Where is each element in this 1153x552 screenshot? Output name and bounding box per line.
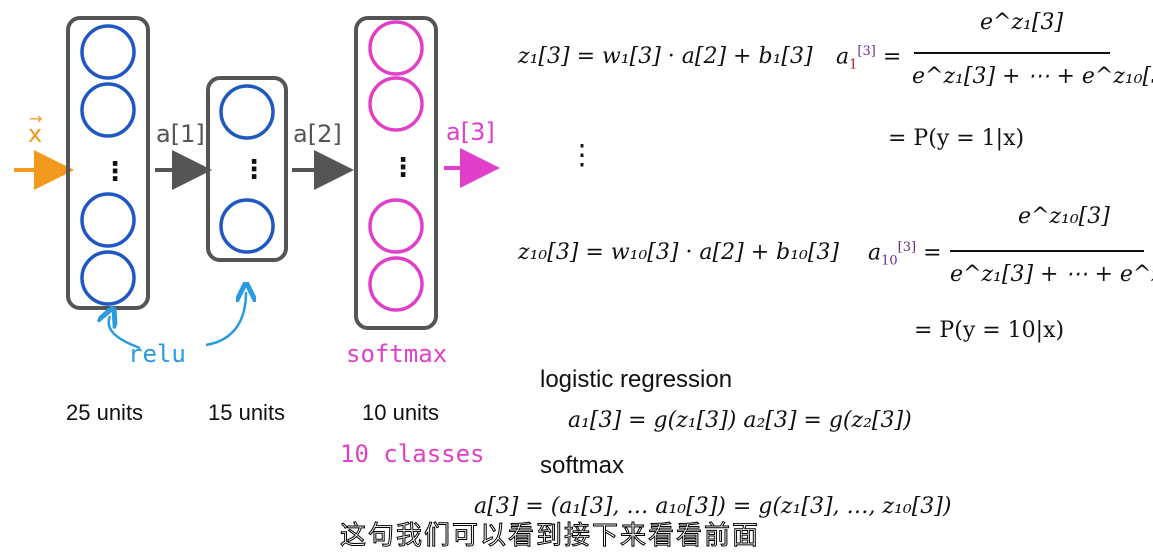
softmax-note: softmax (346, 340, 447, 368)
units-label-2: 15 units (208, 400, 285, 425)
relu-note: relu (128, 340, 186, 368)
fraction-bar-a10 (950, 250, 1144, 252)
softmax-equation: a[3] = (a₁[3], … a₁₀[3]) = g(z₁[3], …, z… (474, 494, 952, 519)
equation-a1-lhs: a1[3] = (836, 44, 902, 73)
softmax-title: softmax (540, 452, 625, 479)
relu-arrow-2 (205, 292, 246, 347)
svg-text:→: → (29, 109, 42, 128)
equation-a1-numerator: e^z₁[3] (980, 10, 1064, 35)
equation-a10-lhs: a10[3] = (868, 240, 942, 269)
layer1-neuron (80, 250, 136, 306)
layer3-neuron (368, 20, 424, 76)
layer2-dots: ⋮ (241, 155, 267, 185)
equation-p1: = P(y = 1|x) (888, 126, 1025, 151)
layer1-neuron (80, 24, 136, 80)
equation-a1-denominator: e^z₁[3] + ⋯ + e^z₁₀[3] (912, 64, 1153, 89)
layer1-neuron (80, 192, 136, 248)
layer1-dots: ⋮ (102, 157, 128, 187)
layer3-neuron (368, 198, 424, 254)
layer3-neuron (368, 76, 424, 132)
network-diagram: x → ⋮ a[1] ⋮ a[2] ⋮ a[3] relu softmax 25… (14, 16, 500, 468)
logistic-regression-title: logistic regression (540, 366, 733, 393)
logistic-equations: a₁[3] = g(z₁[3]) a₂[3] = g(z₂[3]) (568, 408, 912, 433)
classes-note: 10 classes (340, 440, 485, 468)
svg-text:x: x (28, 120, 42, 148)
arrow-label-a1: a[1] (156, 120, 205, 148)
units-label-3: 10 units (362, 400, 439, 425)
equation-a10-denominator: e^z₁[3] + ⋯ + e^z₁₀[3] (950, 262, 1153, 287)
layer3-neuron (368, 256, 424, 312)
relu-arrow-1 (109, 316, 141, 350)
layer2-neuron (219, 84, 275, 140)
output-label-a3: a[3] (446, 118, 495, 146)
units-label-1: 25 units (66, 400, 143, 425)
fraction-bar-a1 (914, 52, 1110, 54)
vertical-dots: ⋮ (568, 138, 596, 171)
layer1-neuron (80, 82, 136, 138)
arrow-label-a2: a[2] (293, 120, 342, 148)
layer3-box (354, 16, 438, 330)
layer3-dots: ⋮ (390, 153, 416, 183)
layer2-neuron (219, 198, 275, 254)
equation-a10-numerator: e^z₁₀[3] (1018, 204, 1110, 229)
layer2-box (206, 76, 288, 262)
equation-z1: z₁[3] = w₁[3] · a[2] + b₁[3] (518, 44, 813, 69)
equation-z10: z₁₀[3] = w₁₀[3] · a[2] + b₁₀[3] (518, 240, 840, 265)
equation-p10: = P(y = 10|x) (914, 318, 1065, 343)
input-x-label: x → (28, 109, 42, 148)
